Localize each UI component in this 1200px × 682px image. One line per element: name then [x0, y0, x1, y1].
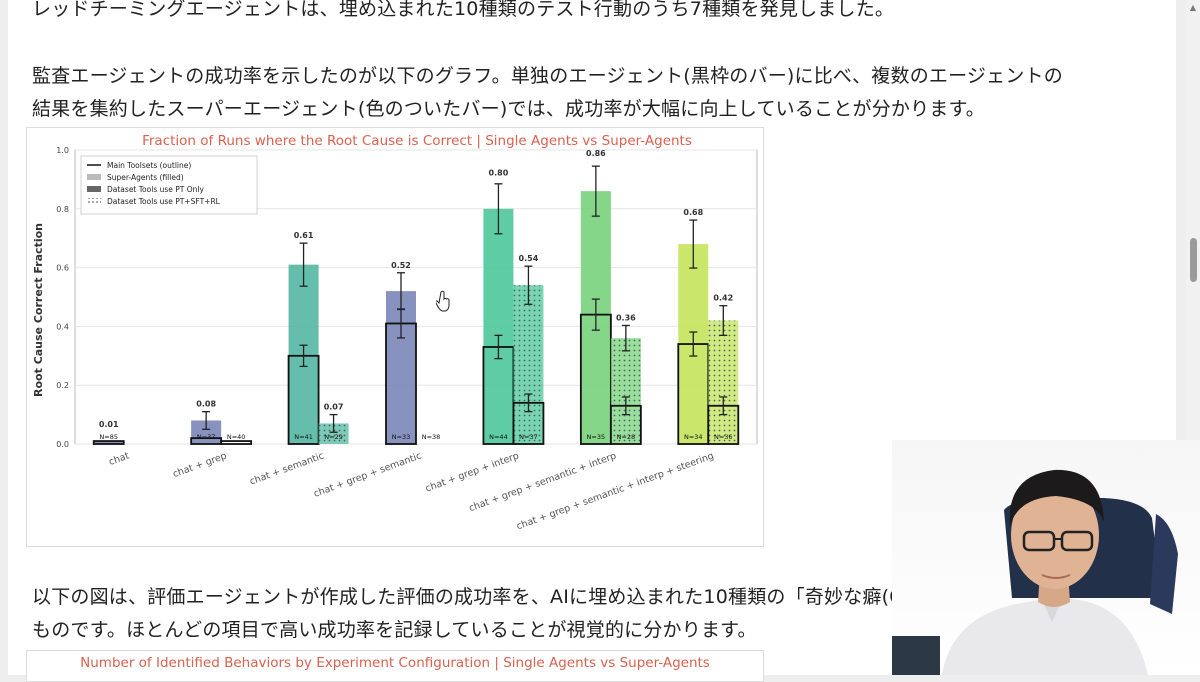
hand-cursor-icon — [436, 290, 450, 312]
behaviors-chart-title: Number of Identified Behaviors by Experi… — [80, 655, 710, 671]
presenter-webcam-image — [892, 469, 1178, 675]
article-para2-line1: 以下の図は、評価エージェントが作成した評価の成功率を、AIに埋め込まれた10種類… — [32, 586, 969, 608]
article-para1-line1: 監査エージェントの成功率を示したのが以下のグラフ。単独のエージェント(黒枠のバー… — [32, 65, 1063, 87]
scrollbar-thumb[interactable] — [1190, 238, 1197, 282]
bar-value-label: 0.42 — [713, 294, 733, 303]
webcam-overlay — [892, 440, 1200, 675]
sample-size-label: N=35 — [587, 433, 606, 441]
article-para1-line2: 結果を集約したスーパーエージェント(色のついたバー)では、成功率が大幅に向上して… — [32, 98, 985, 120]
single-agent-outline-bar-sft — [220, 440, 253, 445]
scroll-up-icon[interactable]: ▲ — [1189, 3, 1197, 12]
behaviors-chart-figure: Number of Identified Behaviors by Experi… — [26, 650, 764, 682]
article-page: レッドチーミングエージェントは、埋め込まれた10種類のテスト行動のうち7種類を発… — [8, 0, 1176, 682]
sample-size-label: N=29 — [324, 433, 343, 441]
sample-size-label: N=34 — [684, 433, 703, 441]
super-agent-bar — [483, 208, 514, 444]
sample-size-label: N=40 — [227, 433, 246, 441]
bar-value-label: 0.61 — [294, 231, 314, 240]
y-tick-label: 0.0 — [56, 440, 69, 449]
bar-value-label: 0.52 — [391, 261, 411, 270]
legend-swatch-sft — [87, 198, 101, 204]
bar-value-label: 0.80 — [489, 169, 509, 178]
sample-size-label: N=33 — [392, 433, 411, 441]
super-agent-bar-sft-hatch — [318, 423, 349, 444]
sample-size-label: N=37 — [519, 433, 538, 441]
chart-title: Fraction of Runs where the Root Cause is… — [142, 133, 692, 149]
y-axis-ticks: 0.0 0.2 0.4 0.6 0.8 1.0 — [56, 146, 69, 449]
y-tick-label: 0.4 — [56, 322, 69, 331]
bar-value-label: 0.08 — [196, 400, 216, 409]
super-agent-bar-sft-hatch — [708, 320, 739, 444]
root-cause-chart-figure: Fraction of Runs where the Root Cause is… — [26, 127, 764, 547]
legend-swatch-filled — [87, 174, 101, 180]
super-agent-bar-sft-hatch — [513, 285, 544, 444]
super-agent-bar — [93, 441, 124, 444]
x-tick-label: chat + grep — [171, 450, 228, 480]
super-agent-bar-sft-hatch — [610, 338, 641, 444]
legend-box — [80, 155, 258, 215]
sample-size-label: N=44 — [489, 433, 508, 441]
legend-swatch-pt — [87, 186, 101, 192]
legend-item-label: Main Toolsets (outline) — [107, 161, 191, 170]
x-tick-label: chat + grep + semantic + interp + steeri… — [515, 450, 715, 532]
bar-value-label: 0.86 — [586, 149, 606, 158]
x-tick-label: chat + grep + semantic — [312, 450, 423, 499]
legend-item-label: Dataset Tools use PT+SFT+RL — [107, 197, 221, 206]
single-agent-outline-bar — [92, 440, 125, 445]
y-axis-label: Root Cause Correct Fraction — [32, 223, 45, 397]
y-tick-label: 0.6 — [56, 264, 69, 273]
x-tick-label: chat + grep + interp — [424, 450, 520, 494]
bar-value-label: 0.07 — [324, 403, 344, 412]
sample-size-label: N=85 — [99, 433, 118, 441]
y-tick-label: 1.0 — [56, 146, 69, 155]
root-cause-chart: Fraction of Runs where the Root Cause is… — [32, 133, 758, 532]
legend-item-label: Super-Agents (filled) — [107, 173, 184, 182]
bar-value-label: 0.36 — [616, 313, 636, 322]
bar-value-label: 0.68 — [683, 208, 703, 217]
legend-item-label: Dataset Tools use PT Only — [107, 185, 205, 194]
x-tick-label: chat — [107, 450, 131, 468]
sample-size-label: N=37 — [197, 433, 216, 441]
y-tick-label: 0.2 — [56, 381, 69, 390]
chart-legend: Main Toolsets (outline) Super-Agents (fil… — [80, 155, 258, 215]
y-tick-label: 0.8 — [56, 205, 69, 214]
bar-value-label: 0.54 — [519, 254, 539, 263]
article-line-top: レッドチーミングエージェントは、埋め込まれた10種類のテスト行動のうち7種類を発… — [32, 0, 895, 20]
sample-size-label: N=41 — [294, 433, 313, 441]
sample-size-label: N=36 — [714, 433, 733, 441]
bar-value-label: 0.01 — [99, 420, 119, 429]
sample-size-label: N=38 — [422, 433, 441, 441]
x-tick-label: chat + semantic — [248, 450, 325, 487]
bar-group: 0.01 N=85 0.08 N=37 N=40 0.61 0.07 N=41 N=29 0.52… — [92, 149, 740, 445]
article-para2-line2: ものです。ほとんどの項目で高い成功率を記録していることが視覚的に分かります。 — [32, 619, 757, 641]
sample-size-label: N=28 — [617, 433, 636, 441]
